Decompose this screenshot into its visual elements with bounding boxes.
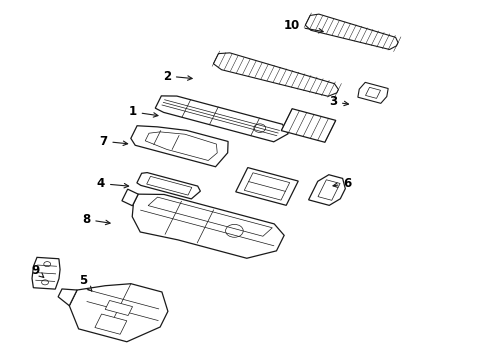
Polygon shape (358, 82, 388, 103)
Polygon shape (148, 197, 272, 236)
Text: 3: 3 (329, 95, 348, 108)
Polygon shape (122, 189, 138, 206)
Polygon shape (366, 87, 381, 98)
Polygon shape (281, 109, 336, 142)
Polygon shape (245, 173, 290, 200)
Polygon shape (309, 175, 345, 205)
Text: 4: 4 (97, 177, 128, 190)
Polygon shape (58, 289, 77, 306)
Polygon shape (147, 176, 192, 195)
Polygon shape (318, 180, 340, 200)
Polygon shape (32, 257, 60, 289)
Polygon shape (305, 14, 398, 49)
Polygon shape (95, 314, 127, 334)
Text: 2: 2 (163, 69, 192, 82)
Text: 8: 8 (82, 213, 110, 226)
Polygon shape (145, 132, 217, 161)
Polygon shape (132, 194, 284, 258)
Polygon shape (236, 167, 298, 205)
Text: 10: 10 (283, 19, 323, 33)
Polygon shape (131, 126, 228, 167)
Text: 1: 1 (128, 105, 158, 118)
Polygon shape (105, 301, 133, 315)
Polygon shape (155, 96, 288, 142)
Polygon shape (214, 53, 339, 96)
Text: 9: 9 (32, 264, 44, 278)
Text: 6: 6 (333, 177, 352, 190)
Text: 7: 7 (99, 135, 127, 148)
Polygon shape (137, 172, 200, 199)
Text: 5: 5 (79, 274, 92, 291)
Polygon shape (69, 284, 168, 342)
